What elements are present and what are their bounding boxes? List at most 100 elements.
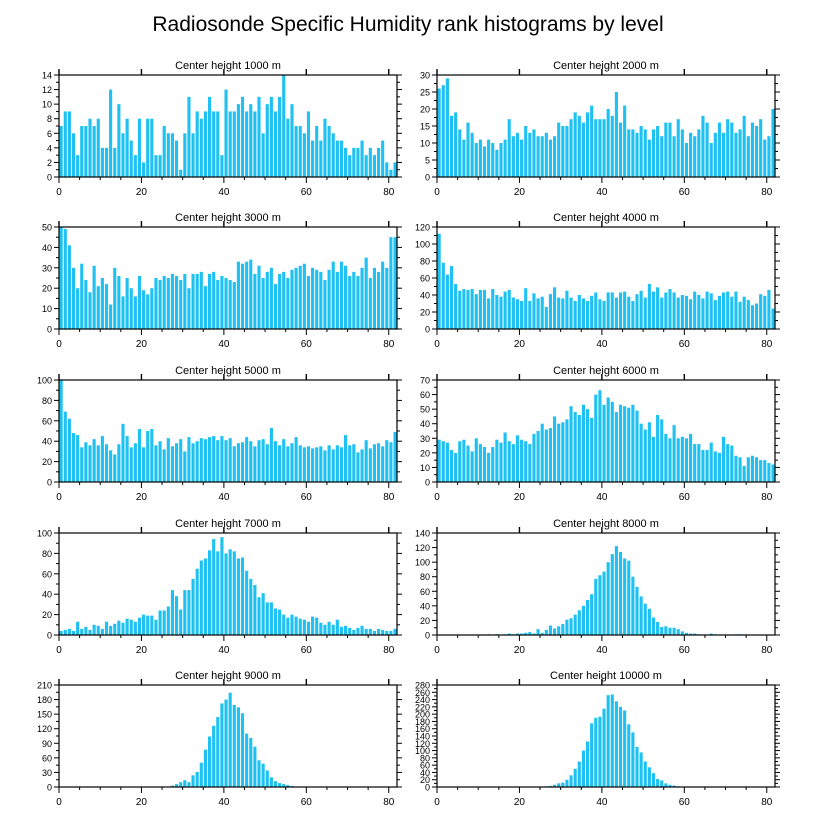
bar	[651, 129, 656, 177]
plot-frame	[58, 532, 398, 636]
bar	[236, 443, 240, 482]
bar	[195, 111, 199, 177]
bar	[610, 401, 614, 482]
x-tick-label: 20	[514, 797, 526, 808]
y-tick-label: 25	[420, 88, 430, 98]
bar	[495, 295, 499, 329]
bar	[220, 703, 224, 787]
bar	[767, 289, 771, 329]
bar	[594, 394, 598, 482]
bar	[253, 746, 257, 787]
y-tick-label: 4	[47, 143, 52, 153]
bar	[113, 147, 117, 177]
y-tick-label: 8	[47, 114, 52, 124]
bar	[121, 296, 125, 329]
bar	[199, 560, 203, 635]
bar	[109, 625, 113, 635]
bar	[734, 455, 738, 482]
bar	[319, 140, 323, 177]
bar	[104, 621, 109, 635]
y-tick-label: 60	[420, 274, 430, 284]
bar	[507, 119, 511, 177]
bar	[348, 155, 352, 177]
bar	[278, 445, 282, 482]
bar	[154, 445, 158, 482]
bar	[557, 626, 561, 635]
x-tick-label: 20	[136, 187, 148, 198]
y-tick-label: 0	[425, 173, 430, 183]
bar	[253, 585, 257, 635]
bar	[265, 104, 269, 177]
bar	[449, 115, 454, 177]
bar	[643, 129, 647, 177]
bar	[146, 615, 150, 635]
bar	[179, 782, 183, 787]
bar	[524, 288, 528, 329]
bar	[540, 423, 544, 482]
bar	[162, 610, 166, 635]
bar	[590, 295, 594, 329]
bar	[175, 443, 179, 482]
bar	[573, 614, 577, 635]
plot-frame	[436, 684, 776, 788]
bar	[199, 438, 203, 482]
bar	[269, 96, 273, 177]
y-tick-label: 60	[42, 416, 52, 426]
bar	[249, 737, 253, 787]
x-tick-label: 80	[383, 492, 395, 503]
bar	[311, 140, 315, 177]
x-tick-label: 0	[434, 339, 440, 350]
bar	[175, 140, 179, 177]
x-tick-label: 0	[56, 492, 62, 503]
bar	[249, 441, 253, 482]
bar	[651, 291, 656, 329]
y-tick-label: 120	[415, 543, 430, 553]
x-tick-label: 80	[761, 492, 773, 503]
bar	[203, 439, 207, 482]
bar	[585, 741, 590, 787]
bar	[470, 132, 474, 177]
bar	[170, 446, 175, 482]
bar	[581, 404, 585, 482]
y-tick-label: 0	[425, 478, 430, 488]
bar	[253, 446, 257, 482]
bar	[170, 590, 175, 635]
bar	[232, 446, 236, 482]
bar	[759, 460, 763, 482]
bar	[302, 133, 306, 177]
bar	[647, 608, 651, 635]
bar	[639, 752, 643, 787]
bar	[232, 111, 236, 177]
bar	[298, 126, 302, 177]
bar	[532, 129, 536, 177]
y-tick-label: 50	[42, 223, 52, 233]
bar	[520, 439, 524, 482]
bar	[499, 296, 503, 329]
bar	[759, 119, 763, 177]
bar	[315, 617, 319, 635]
bar	[84, 126, 88, 177]
bar	[532, 633, 536, 635]
bar	[278, 273, 282, 329]
bar	[437, 88, 441, 177]
bar	[96, 286, 100, 329]
y-tick-label: 20	[420, 105, 430, 115]
bar	[503, 291, 507, 329]
bar	[245, 437, 249, 482]
bar	[162, 275, 166, 329]
bar	[92, 265, 96, 329]
bar	[158, 610, 162, 635]
bar	[627, 296, 631, 329]
bar	[746, 457, 750, 482]
bar	[664, 433, 668, 482]
bar	[175, 784, 179, 787]
bar	[548, 428, 553, 482]
bar	[577, 115, 581, 177]
bar	[470, 289, 474, 329]
bar	[458, 290, 462, 329]
chart-panel-10: Center height 10000 m0204060801001201401…	[415, 670, 780, 808]
bar	[561, 624, 565, 635]
y-tick-label: 5	[425, 156, 430, 166]
bar	[441, 85, 445, 177]
bar	[656, 126, 660, 177]
